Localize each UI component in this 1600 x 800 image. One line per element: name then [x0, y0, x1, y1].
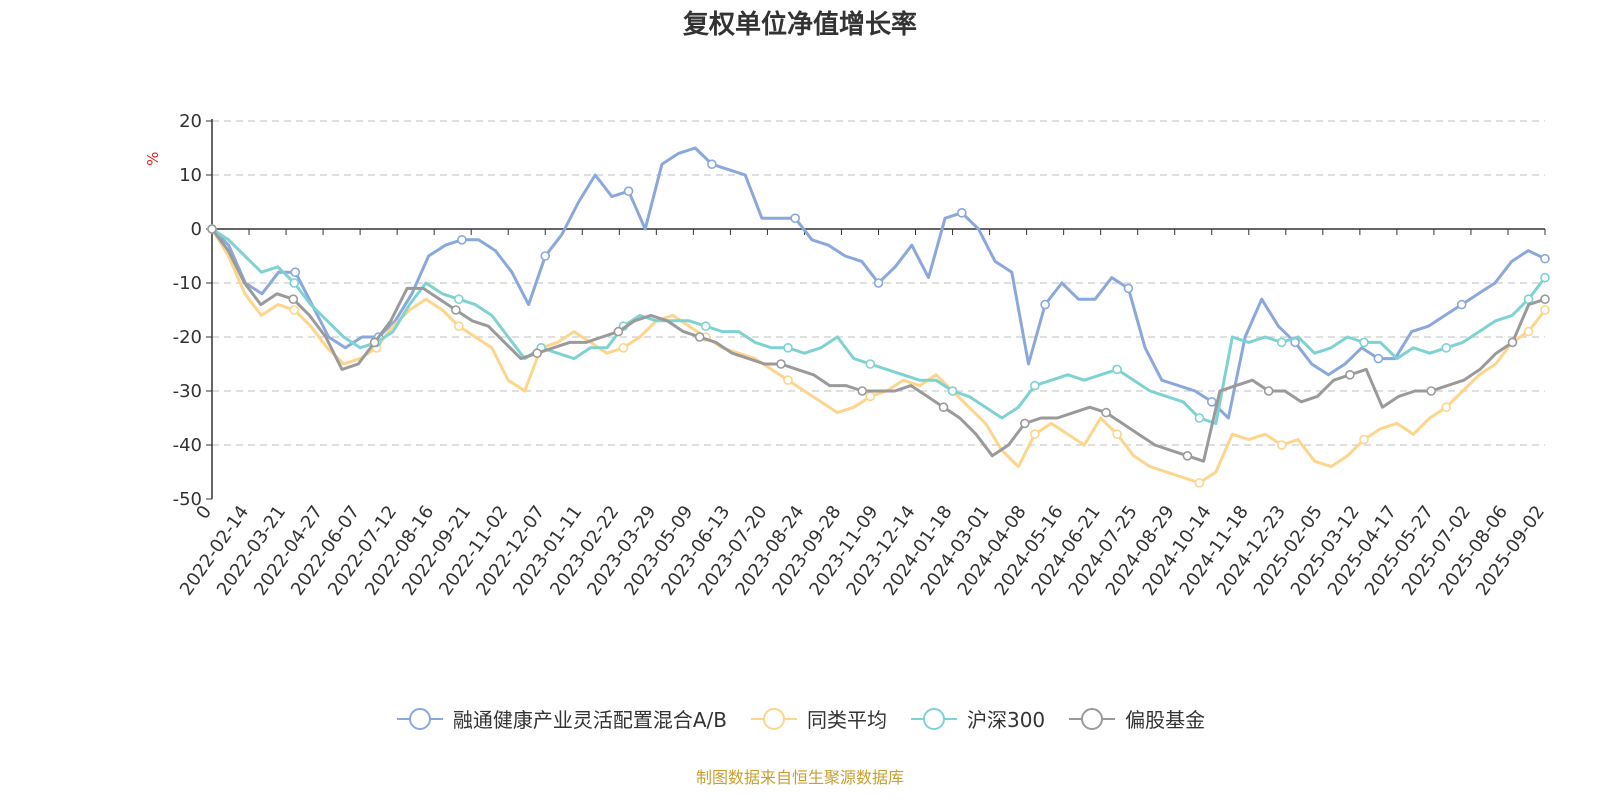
data-point [1040, 299, 1050, 310]
data-point [1112, 429, 1122, 440]
data-point [290, 267, 301, 278]
data-point [288, 294, 299, 305]
data-point [1101, 407, 1111, 418]
data-point [1359, 337, 1369, 348]
data-point [700, 321, 711, 332]
data-point [1441, 402, 1452, 413]
data-point [1523, 294, 1534, 305]
data-point [618, 342, 629, 353]
series-lines [207, 146, 1550, 488]
data-point [1276, 440, 1287, 450]
data-point [776, 359, 786, 369]
data-point [1194, 477, 1205, 488]
data-point [1194, 413, 1205, 423]
y-tick-label: 0 [191, 219, 202, 240]
data-point [623, 186, 634, 196]
data-point [451, 305, 461, 315]
data-point [1373, 353, 1384, 364]
legend-item[interactable]: 沪深300 [909, 704, 1045, 733]
data-point [369, 337, 380, 348]
data-point [613, 326, 624, 337]
data-point [783, 342, 793, 353]
data-point [454, 294, 464, 305]
series-line-4 [210, 228, 1546, 463]
chart-title: 复权单位净值增长率 [682, 10, 917, 40]
legend-label: 偏股基金 [1125, 708, 1206, 732]
data-point [938, 402, 949, 413]
y-tick-label: -30 [173, 381, 202, 402]
data-point [454, 321, 464, 332]
data-point [1540, 253, 1550, 264]
data-point [947, 386, 958, 396]
y-tick-label: -50 [173, 489, 202, 510]
series-line-3 [211, 227, 1547, 425]
data-point [457, 235, 467, 245]
legend-item[interactable]: 同类平均 [749, 704, 887, 733]
y-axis-unit: % [144, 152, 162, 166]
legend-label: 融通健康产业灵活配置混合A/B [452, 708, 727, 732]
data-point [694, 332, 705, 342]
data-point [1523, 326, 1534, 337]
legend-label: 同类平均 [806, 708, 887, 732]
axes: -50-40-30-20-100102002022-02-142022-03-2… [173, 111, 1550, 600]
data-point [865, 359, 876, 369]
y-tick-label: -10 [173, 273, 202, 294]
data-point [1182, 450, 1193, 461]
data-point [532, 348, 542, 359]
legend-item[interactable]: 融通健康产业灵活配置混合A/B [395, 704, 727, 733]
data-point [1359, 434, 1369, 445]
legend-line-circle-icon [910, 707, 957, 730]
legend-line-circle-icon [750, 707, 797, 730]
data-point [1540, 294, 1550, 305]
line-chart: -50-40-30-20-100102002022-02-142022-03-2… [144, 111, 1550, 600]
legend-line-circle-icon [1069, 707, 1116, 730]
data-point [1540, 272, 1550, 283]
data-point [865, 391, 876, 402]
legend-line-circle-icon [396, 707, 443, 730]
series-line-2 [210, 228, 1547, 485]
data-point [1030, 380, 1040, 391]
x-tick-label: 0 [192, 502, 216, 523]
data-point [1345, 369, 1355, 380]
data-point [1263, 386, 1274, 396]
y-tick-label: 10 [179, 165, 202, 186]
y-tick-label: -40 [173, 435, 202, 456]
data-point [783, 375, 793, 386]
data-point [1030, 429, 1040, 440]
legend: 融通健康产业灵活配置混合A/B 同类平均 沪深300 偏股基金 [0, 704, 1600, 733]
data-point [1426, 386, 1437, 396]
data-point [207, 224, 217, 234]
y-tick-label: -20 [173, 327, 202, 348]
data-point [707, 159, 717, 169]
data-point [1206, 396, 1217, 407]
source-note: 制图数据来自恒生聚源数据库 [695, 768, 904, 787]
data-point [1123, 283, 1134, 294]
data-point [873, 278, 884, 288]
data-point [540, 251, 551, 261]
data-point [1112, 364, 1122, 375]
data-point [289, 305, 300, 315]
data-point [1441, 342, 1452, 353]
legend-label: 沪深300 [966, 708, 1046, 732]
legend-item[interactable]: 偏股基金 [1067, 704, 1205, 733]
data-point [1276, 337, 1287, 348]
data-point [1020, 418, 1030, 429]
data-point [957, 208, 967, 218]
data-point [1456, 299, 1467, 310]
data-point [1540, 305, 1550, 315]
data-point [289, 278, 300, 288]
data-point [1507, 337, 1518, 348]
y-tick-label: 20 [179, 111, 202, 132]
data-point [790, 213, 800, 223]
data-point [857, 386, 868, 396]
